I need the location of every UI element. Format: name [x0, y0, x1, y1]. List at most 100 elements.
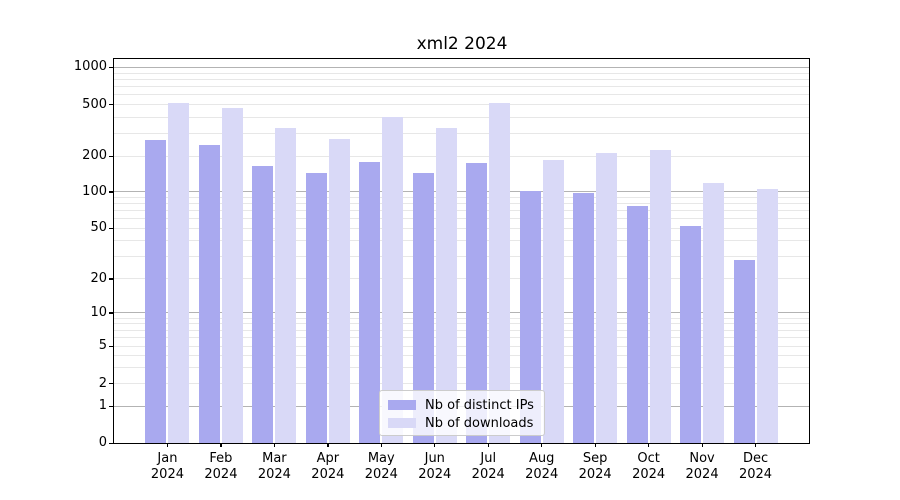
x-tick-month: Aug: [528, 451, 555, 466]
bar-distinct-ips: [359, 161, 381, 443]
x-tick-mark: [487, 443, 489, 447]
bar-distinct-ips: [519, 191, 541, 443]
x-tick-month: Oct: [637, 451, 660, 466]
bar-distinct-ips: [573, 192, 595, 443]
x-tick-year: 2024: [364, 467, 398, 482]
x-tick-mark: [755, 443, 757, 447]
gridline-minor: [114, 72, 809, 74]
x-tick-mark: [648, 443, 650, 447]
bar-distinct-ips: [466, 163, 488, 443]
legend-swatch-downloads: [388, 418, 416, 428]
gridline-minor: [114, 323, 809, 325]
x-tick-year: 2024: [418, 467, 452, 482]
x-axis-tick-label: Dec 2024: [726, 451, 786, 483]
y-tick-mark: [109, 383, 113, 385]
bar-distinct-ips: [252, 166, 274, 443]
x-tick-year: 2024: [150, 467, 184, 482]
bar-distinct-ips: [680, 226, 702, 443]
bar-downloads: [542, 159, 564, 443]
gridline-minor: [114, 240, 809, 242]
x-axis-tick-label: Aug 2024: [512, 451, 572, 483]
y-axis-tick-label: 10: [90, 304, 107, 320]
x-tick-year: 2024: [311, 467, 345, 482]
gridline-minor: [114, 345, 809, 347]
gridline-minor: [114, 218, 809, 220]
legend-swatch-distinct-ips: [388, 400, 416, 410]
x-tick-month: Nov: [689, 451, 715, 466]
y-tick-mark: [109, 405, 113, 408]
legend-row: Nb of downloads: [388, 414, 536, 432]
bar-downloads: [275, 128, 297, 443]
y-axis-tick-label: 1000: [73, 59, 107, 75]
bar-downloads: [328, 138, 350, 443]
y-tick-mark: [109, 227, 113, 230]
x-axis-tick-label: Jun 2024: [405, 451, 465, 483]
legend-label: Nb of distinct IPs: [425, 397, 534, 413]
bar-downloads: [435, 128, 457, 443]
bar-distinct-ips: [198, 144, 220, 443]
gridline-minor: [114, 86, 809, 88]
y-tick-mark: [109, 312, 113, 314]
x-tick-year: 2024: [685, 467, 719, 482]
x-tick-year: 2024: [204, 467, 238, 482]
plot-area: Nb of distinct IPs Nb of downloads: [113, 58, 810, 444]
gridline-minor: [114, 78, 809, 80]
x-tick-mark: [541, 443, 543, 447]
gridline-minor: [114, 256, 809, 258]
gridline-minor: [114, 278, 809, 280]
x-tick-year: 2024: [738, 467, 773, 482]
bar-distinct-ips: [145, 140, 167, 443]
gridline-major: [114, 191, 809, 193]
y-axis-tick-label: 200: [82, 148, 107, 164]
gridline-minor: [114, 383, 809, 385]
y-tick-mark: [109, 191, 113, 193]
bar-downloads: [168, 102, 190, 443]
x-tick-mark: [594, 443, 596, 447]
y-axis-tick-label: 0: [98, 435, 107, 450]
bar-downloads: [596, 153, 618, 443]
gridline-minor: [114, 197, 809, 199]
gridline-minor: [114, 317, 809, 319]
x-tick-year: 2024: [578, 467, 612, 482]
x-axis-tick-label: Mar 2024: [244, 451, 304, 483]
bar-downloads: [703, 183, 725, 443]
y-tick-mark: [109, 442, 113, 444]
bar-distinct-ips: [305, 172, 327, 443]
x-axis-tick-label: Jul 2024: [458, 451, 518, 483]
bar-downloads: [382, 116, 404, 443]
x-tick-year: 2024: [525, 467, 559, 482]
bar-downloads: [756, 189, 778, 443]
bar-downloads: [489, 103, 511, 443]
gridline-major: [114, 312, 809, 314]
y-axis-tick-label: 50: [90, 220, 107, 236]
x-tick-year: 2024: [257, 467, 291, 482]
x-tick-month: Feb: [209, 451, 233, 466]
x-tick-month: Jul: [480, 451, 497, 466]
x-axis-tick-label: Jan 2024: [137, 451, 197, 483]
chart-title: xml2 2024: [416, 34, 508, 54]
x-tick-mark: [380, 443, 382, 447]
x-tick-month: Dec: [742, 451, 769, 466]
gridline-minor: [114, 203, 809, 205]
y-axis-tick-label: 1: [98, 398, 107, 414]
gridline-minor: [114, 354, 809, 356]
gridline-minor: [114, 366, 809, 368]
gridline-major: [114, 66, 809, 68]
gridline-minor: [114, 336, 809, 338]
bar-downloads: [221, 107, 243, 443]
y-axis-tick-label: 2: [98, 375, 107, 391]
x-tick-mark: [273, 443, 276, 447]
x-tick-month: Jan: [157, 451, 178, 466]
gridline-minor: [114, 155, 809, 157]
x-axis-tick-label: Apr 2024: [298, 451, 358, 483]
y-tick-mark: [109, 66, 113, 69]
x-tick-month: Jun: [424, 451, 445, 466]
y-tick-mark: [109, 345, 113, 347]
gridline-minor: [114, 210, 809, 212]
gridline-minor: [114, 94, 809, 96]
x-tick-mark: [220, 443, 222, 447]
y-axis-tick-label: 500: [82, 96, 107, 112]
y-axis-tick-label: 20: [90, 270, 107, 286]
bar-distinct-ips: [412, 173, 434, 443]
